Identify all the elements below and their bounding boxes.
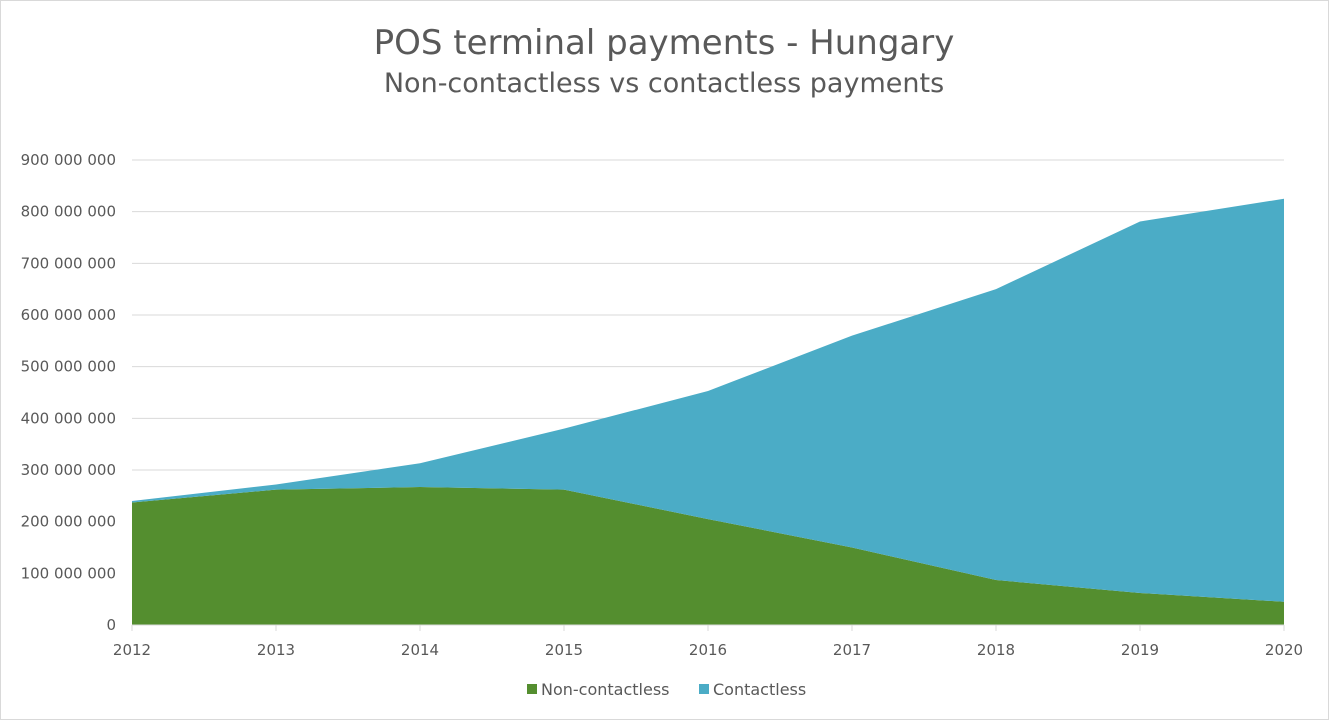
x-tick-label: 2014 [401,641,439,659]
x-axis: 2012 2013 2014 2015 2016 2017 2018 2019 2020 [113,624,1303,659]
y-tick-label: 700 000 000 [21,254,116,272]
legend-label: Non-contactless [541,680,670,699]
legend-item: Contactless [699,680,806,699]
x-tick-label: 2019 [1121,641,1159,659]
x-tick-label: 2015 [545,641,583,659]
y-tick-label: 100 000 000 [21,564,116,582]
x-tick-label: 2013 [257,641,295,659]
y-axis: 0 100 000 000 200 000 000 300 000 000 400 00… [21,151,116,634]
x-tick-label: 2016 [689,641,727,659]
legend-swatch [527,684,537,694]
x-tick-label: 2018 [977,641,1015,659]
y-tick-label: 0 [106,616,116,634]
y-tick-label: 900 000 000 [21,151,116,169]
area-non-contactless [132,487,1284,625]
legend-label: Contactless [713,680,806,699]
y-tick-label: 800 000 000 [21,203,116,221]
chart-subtitle: Non-contactless vs contactless payments [384,68,944,99]
y-tick-label: 200 000 000 [21,513,116,531]
chart-title: POS terminal payments - Hungary [374,23,955,63]
y-tick-label: 600 000 000 [21,306,116,324]
series-areas [132,198,1284,625]
y-tick-label: 400 000 000 [21,409,116,427]
x-tick-label: 2012 [113,641,151,659]
legend-item: Non-contactless [527,680,670,699]
x-tick-label: 2020 [1265,641,1303,659]
legend: Non-contactless Contactless [527,680,806,699]
y-tick-label: 500 000 000 [21,358,116,376]
x-tick-label: 2017 [833,641,871,659]
y-tick-label: 300 000 000 [21,461,116,479]
area-contactless [132,198,1284,602]
legend-swatch [699,684,709,694]
